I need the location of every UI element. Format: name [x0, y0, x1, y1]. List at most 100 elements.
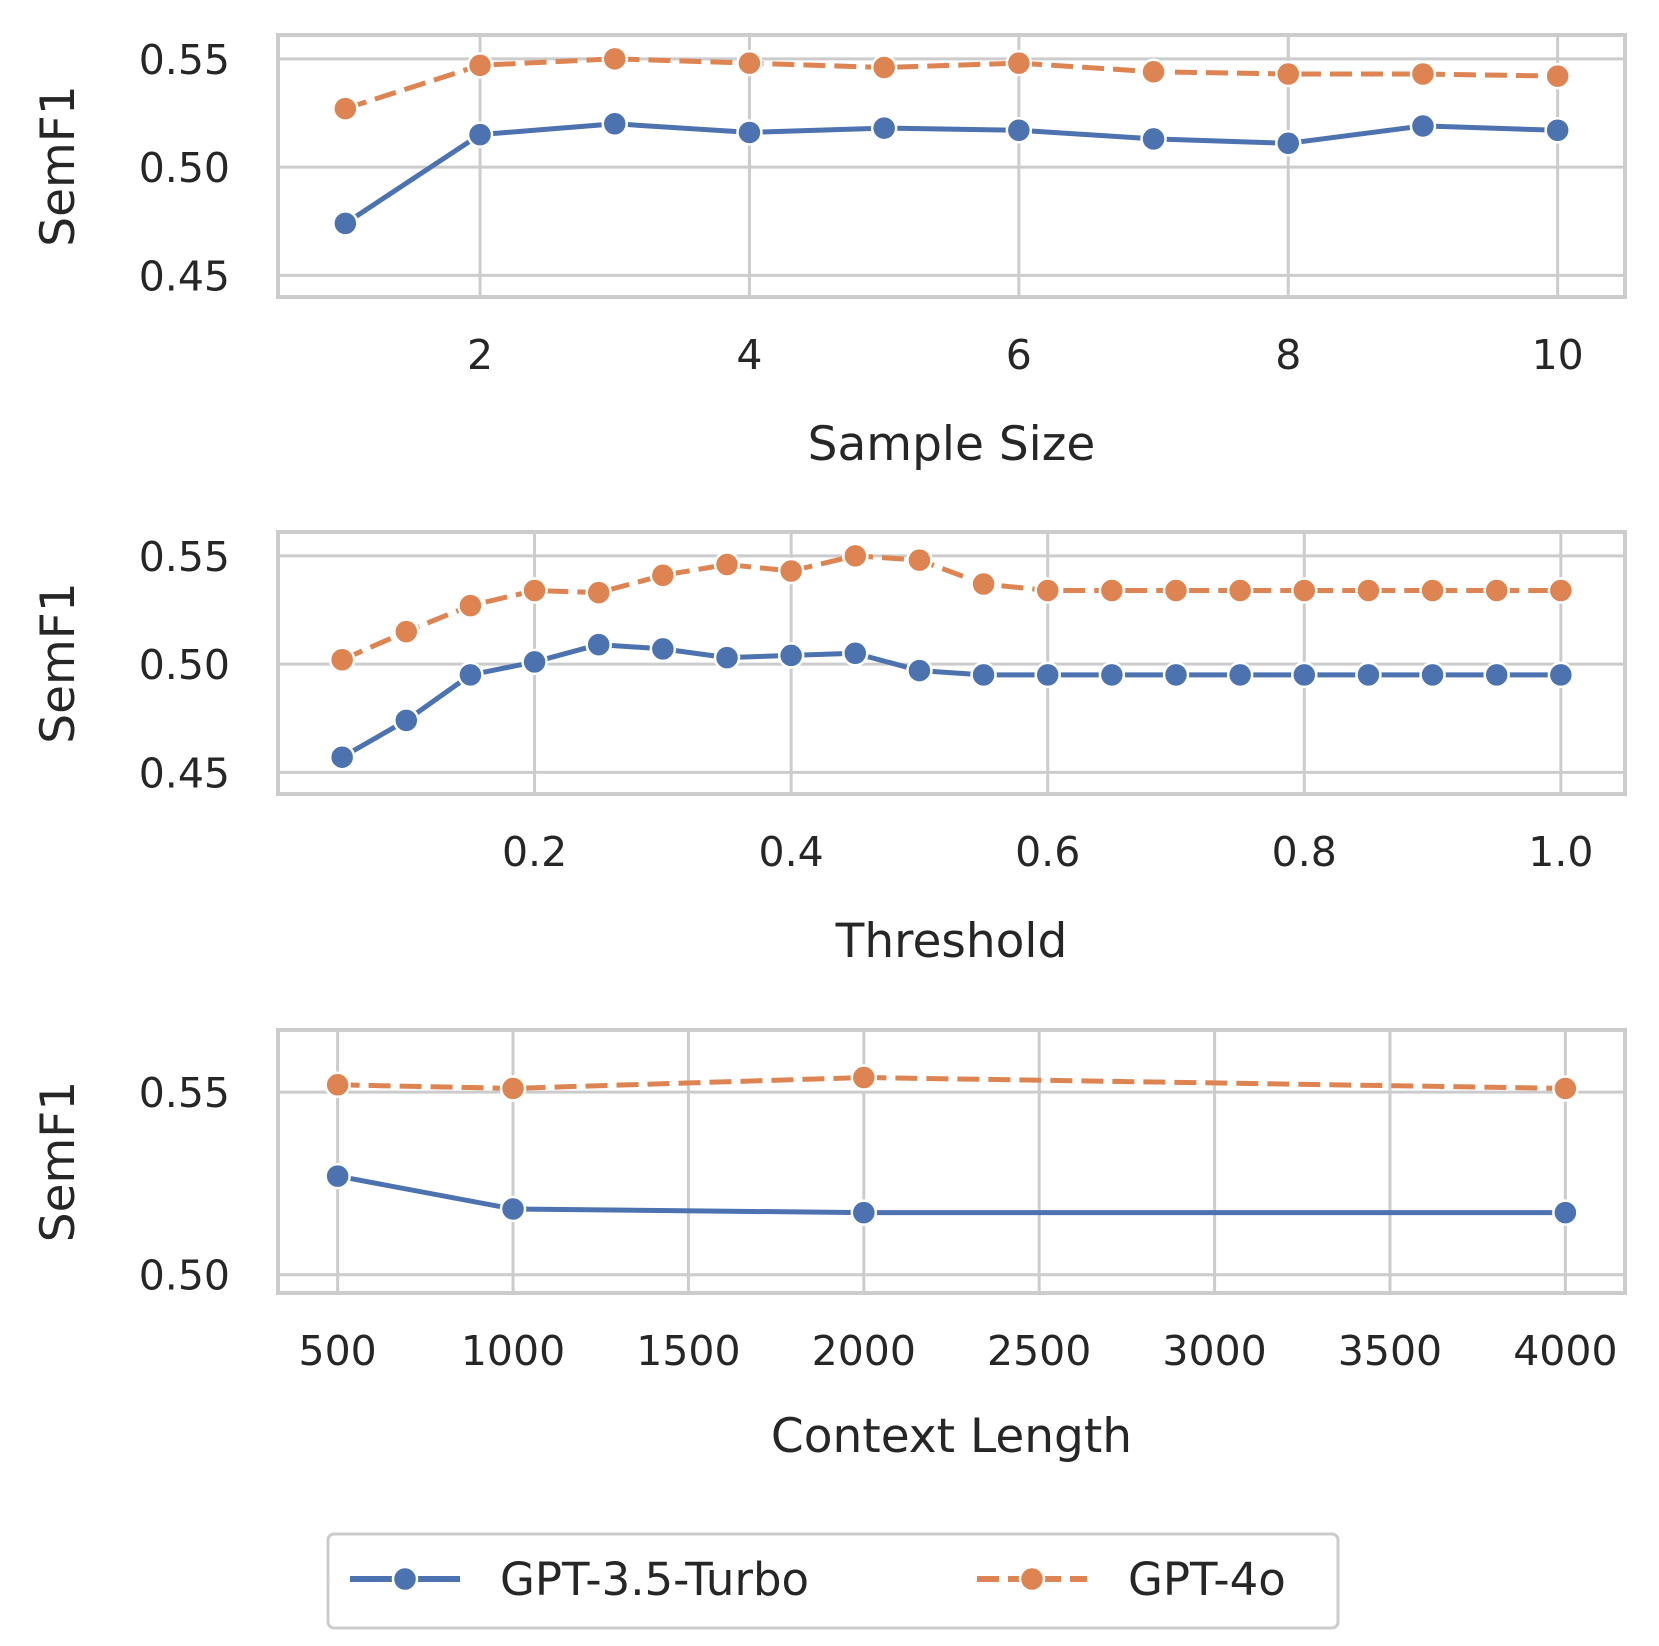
- x-tick-label: 3500: [1338, 1327, 1442, 1375]
- chart-panel-1: 2 4 6 8 10 0.45 0.50 0.55 Sample Size SemF1: [31, 33, 1627, 472]
- data-point-gpt-3-5-turbo: [713, 644, 741, 671]
- series-line-gpt-4o: [341, 553, 1561, 663]
- x-tick-label: 2000: [812, 1327, 916, 1375]
- y-tick-label: 0.50: [139, 641, 230, 689]
- data-point-gpt-3-5-turbo: [521, 648, 548, 676]
- series-line-gpt-4o: [337, 1075, 1566, 1091]
- data-point-gpt-4o: [1140, 58, 1167, 86]
- data-point-gpt-4o: [324, 1071, 351, 1099]
- data-point-gpt-4o: [1483, 577, 1510, 604]
- x-tick-label: 4000: [1513, 1327, 1617, 1375]
- x-axis-label: Sample Size: [808, 417, 1096, 472]
- data-point-gpt-3-5-turbo: [1098, 661, 1126, 689]
- series-gpt-3-5-turbo: [332, 110, 1571, 237]
- y-tick-label: 0.45: [139, 749, 230, 797]
- y-tick-label: 0.50: [139, 144, 230, 192]
- x-tick-label: 8: [1275, 331, 1301, 379]
- legend-marker-gpt-35-turbo: [391, 1565, 419, 1593]
- series-line-gpt-4o: [344, 56, 1558, 111]
- data-point-gpt-3-5-turbo: [1409, 112, 1437, 140]
- data-point-gpt-4o: [1409, 60, 1437, 88]
- data-point-gpt-3-5-turbo: [1275, 130, 1302, 157]
- x-axis-label: Context Length: [771, 1409, 1132, 1464]
- data-point-gpt-3-5-turbo: [1140, 125, 1167, 153]
- x-tick-label: 0.8: [1272, 828, 1337, 876]
- data-point-gpt-3-5-turbo: [850, 1199, 878, 1226]
- y-tick-label: 0.55: [139, 36, 230, 84]
- data-point-gpt-4o: [1355, 577, 1382, 604]
- legend-item-gpt-4o: GPT-4o: [977, 1553, 1286, 1606]
- data-point-gpt-3-5-turbo: [1005, 117, 1033, 144]
- legend-label-gpt-35-turbo: GPT-3.5-Turbo: [500, 1553, 809, 1606]
- data-point-gpt-4o: [842, 542, 869, 570]
- x-tick-label: 2: [467, 331, 493, 379]
- data-point-gpt-3-5-turbo: [906, 657, 933, 684]
- data-point-gpt-4o: [649, 562, 677, 589]
- x-tick-label: 4: [736, 331, 762, 379]
- legend: GPT-3.5-Turbo GPT-4o: [326, 1532, 1340, 1630]
- data-point-gpt-4o: [466, 52, 494, 79]
- x-tick-label: 6: [1006, 331, 1032, 379]
- data-point-gpt-3-5-turbo: [1291, 661, 1318, 689]
- data-point-gpt-4o: [1544, 62, 1571, 90]
- legend-label-gpt-4o: GPT-4o: [1128, 1553, 1286, 1606]
- x-tick-label: 1.0: [1528, 828, 1593, 876]
- data-point-gpt-3-5-turbo: [777, 642, 805, 669]
- series-gpt-3-5-turbo: [328, 631, 1575, 771]
- series-gpt-4o: [324, 1064, 1579, 1102]
- data-point-gpt-3-5-turbo: [1226, 661, 1254, 689]
- data-point-gpt-3-5-turbo: [1544, 117, 1571, 144]
- x-tick-label: 500: [299, 1327, 377, 1375]
- x-tick-label: 0.6: [1015, 828, 1080, 876]
- data-point-gpt-4o: [777, 557, 805, 585]
- data-point-gpt-3-5-turbo: [328, 743, 356, 771]
- data-point-gpt-3-5-turbo: [1419, 661, 1446, 689]
- chart-panel-3: 500 1000 1500 2000 2500 3000 3500 4000 0.50 0.55 C…: [31, 1028, 1627, 1464]
- series-gpt-3-5-turbo: [324, 1162, 1579, 1226]
- data-point-gpt-4o: [736, 49, 763, 77]
- data-point-gpt-4o: [393, 618, 420, 645]
- data-point-gpt-3-5-turbo: [393, 707, 420, 734]
- data-point-gpt-3-5-turbo: [332, 210, 359, 237]
- legend-marker-gpt-4o: [1018, 1565, 1046, 1593]
- data-point-gpt-4o: [870, 54, 898, 81]
- data-point-gpt-3-5-turbo: [1034, 661, 1061, 689]
- data-point-gpt-3-5-turbo: [870, 114, 898, 142]
- data-point-gpt-3-5-turbo: [466, 121, 494, 148]
- x-tick-label: 10: [1532, 331, 1584, 379]
- data-point-gpt-4o: [1275, 60, 1302, 88]
- data-point-gpt-4o: [906, 546, 933, 574]
- data-point-gpt-3-5-turbo: [1483, 661, 1510, 689]
- data-point-gpt-3-5-turbo: [585, 631, 612, 658]
- series-gpt-4o: [328, 542, 1575, 674]
- plot-frame: [276, 530, 1627, 796]
- data-point-gpt-4o: [1291, 577, 1318, 604]
- data-point-gpt-4o: [521, 577, 548, 604]
- data-point-gpt-3-5-turbo: [1547, 661, 1575, 689]
- data-point-gpt-4o: [1034, 577, 1061, 604]
- data-point-gpt-4o: [1005, 49, 1033, 77]
- x-tick-label: 0.4: [759, 828, 824, 876]
- data-point-gpt-4o: [1226, 577, 1254, 604]
- data-point-gpt-3-5-turbo: [601, 110, 628, 138]
- x-tick-label: 0.2: [502, 828, 567, 876]
- y-tick-label: 0.55: [139, 533, 230, 581]
- data-point-gpt-4o: [332, 95, 359, 122]
- data-point-gpt-3-5-turbo: [842, 640, 869, 667]
- series-gpt-4o: [332, 45, 1571, 122]
- data-point-gpt-4o: [328, 646, 356, 674]
- legend-item-gpt-35-turbo: GPT-3.5-Turbo: [350, 1553, 809, 1606]
- x-tick-label: 2500: [987, 1327, 1091, 1375]
- data-point-gpt-4o: [970, 570, 997, 598]
- x-tick-label: 1000: [461, 1327, 565, 1375]
- data-point-gpt-3-5-turbo: [499, 1195, 527, 1223]
- data-point-gpt-3-5-turbo: [649, 635, 677, 663]
- data-point-gpt-4o: [601, 45, 628, 73]
- data-point-gpt-4o: [1162, 577, 1190, 604]
- data-point-gpt-4o: [457, 592, 484, 619]
- data-point-gpt-3-5-turbo: [736, 119, 763, 146]
- series-line-gpt-3-5-turbo: [337, 1173, 1566, 1216]
- y-axis-label: SemF1: [31, 1081, 86, 1242]
- data-point-gpt-3-5-turbo: [1355, 661, 1382, 689]
